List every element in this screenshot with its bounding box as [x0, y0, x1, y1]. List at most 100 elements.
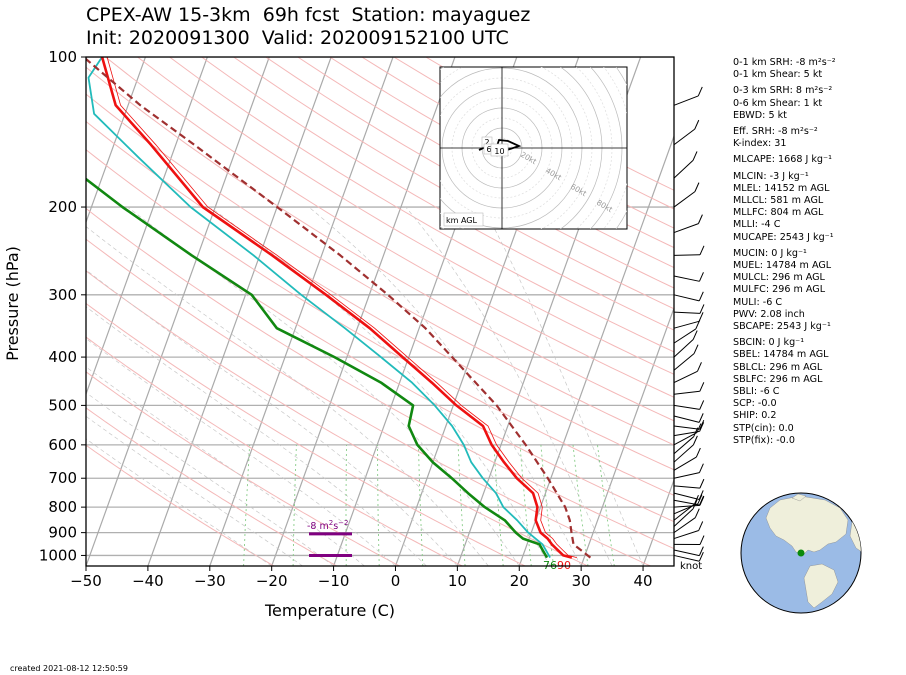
wind-barb: [673, 503, 699, 515]
wind-barb-flag: [694, 119, 700, 130]
wind-barb-flag: [696, 423, 702, 433]
wind-barb: [673, 549, 700, 557]
wind-barb-flag: [698, 463, 704, 473]
mixing-ratio-line: [345, 444, 347, 566]
dry-adiabat: [86, 66, 674, 422]
indices-panel: 0-1 km SRH: -8 m²s⁻² 0-1 km Shear: 5 kt 0-…: [733, 57, 836, 447]
wind-barb: [673, 499, 700, 506]
dry-adiabat: [86, 407, 337, 566]
wind-barb-flag: [697, 214, 703, 224]
hodograph-height-label: 10: [494, 147, 504, 156]
mixing-ratio-line: [377, 444, 380, 566]
wind-barb-flag: [699, 420, 705, 430]
wind-barb-flag: [698, 552, 704, 562]
dry-adiabat: [86, 302, 526, 566]
wind-barb: [673, 472, 700, 479]
isotherm-line: [147, 57, 332, 566]
index-line: SBCAPE: 2543 J kg⁻¹: [733, 321, 831, 333]
wind-barb-flag: [692, 330, 698, 340]
wind-barb: [673, 370, 698, 384]
wind-barb: [673, 517, 696, 534]
wind-barb: [673, 432, 698, 446]
wind-barb: [673, 456, 697, 471]
wind-barb: [673, 404, 700, 410]
wind-barb: [673, 530, 699, 540]
isotherm-line: [86, 57, 147, 224]
wind-barb-flag: [699, 304, 705, 314]
hodograph-unit-label: km AGL: [446, 216, 478, 225]
y-tick-label: 100: [48, 48, 77, 66]
parcel-line: [86, 57, 592, 559]
dry-adiabat: [86, 120, 674, 471]
moist-adiabat: [127, 206, 520, 566]
wind-barb: [673, 554, 700, 562]
moist-adiabat: [86, 415, 303, 566]
dry-adiabat: [86, 238, 651, 566]
wind-barb: [673, 339, 694, 358]
moist-adiabat: [405, 206, 613, 566]
created-timestamp: created 2021-08-12 12:50:59: [10, 664, 128, 673]
hodograph-unit-box: [443, 212, 484, 227]
wind-barb: [673, 436, 694, 455]
isotherm-line: [86, 57, 208, 396]
plot-frame: [85, 56, 675, 567]
wind-barb: [673, 294, 700, 302]
y-tick-label: 200: [48, 198, 77, 216]
wind-barb-flag: [699, 478, 705, 489]
dry-adiabat: [86, 444, 275, 566]
index-line: MUCAPE: 2543 J kg⁻¹: [733, 231, 834, 243]
wind-barb-flag: [694, 508, 700, 518]
y-tick-label: 600: [48, 436, 77, 454]
wind-barb: [673, 430, 700, 437]
index-line: SBLI: -6 C: [733, 386, 780, 398]
wind-barb: [673, 128, 696, 146]
wind-barb: [673, 191, 696, 208]
wind-barb: [673, 504, 700, 508]
wind-barb-flag: [695, 319, 701, 330]
index-line: MUCIN: 0 J kg⁻¹: [733, 247, 807, 259]
dry-adiabat: [297, 57, 674, 269]
wind-barb-flag: [699, 495, 705, 506]
dry-adiabat: [86, 149, 674, 496]
index-line: SCP: -0.0: [733, 398, 777, 410]
wind-barb: [673, 390, 700, 395]
mixing-ratio-line: [519, 444, 532, 566]
x-tick-label: 0: [391, 572, 401, 590]
mixing-ratio-line: [457, 444, 466, 566]
sounding-curves: [86, 57, 592, 559]
index-line: 0-6 km Shear: 1 kt: [733, 97, 823, 109]
dry-adiabat: [265, 57, 674, 289]
wind-barb-flag: [698, 413, 704, 423]
moist-adiabat: [86, 226, 489, 566]
x-tick-label: 30: [572, 572, 591, 590]
hodograph-height-label: 2: [484, 138, 489, 147]
wind-barb-flag: [698, 272, 704, 282]
index-line: 0-1 km Shear: 5 kt: [733, 69, 823, 81]
index-line: MULFC: 296 m AGL: [733, 284, 826, 296]
wind-barb: [673, 508, 694, 527]
chart-title-line-1: CPEX-AW 15-3km 69h fcst Station: mayague…: [86, 4, 531, 26]
background-lines: [86, 57, 674, 566]
wind-barb-flag: [698, 490, 704, 500]
y-tick-label: 300: [48, 286, 77, 304]
srh-label: -8 m2s−2: [307, 519, 349, 532]
index-line: MLLFC: 804 m AGL: [733, 207, 824, 219]
hodograph-height-box: [490, 143, 509, 157]
y-axis-label: Pressure (hPa): [3, 246, 22, 361]
dewpoint-line: [86, 177, 549, 559]
index-line: K-index: 31: [733, 138, 787, 150]
index-line: PWV: 2.08 inch: [733, 308, 805, 320]
dry-adiabat: [86, 336, 463, 566]
x-axis-label: Temperature (C): [264, 601, 395, 620]
dry-adiabat: [201, 57, 674, 331]
wind-barb-flag: [699, 535, 705, 545]
y-tick-label: 500: [48, 396, 77, 414]
wind-barb-flag: [697, 86, 703, 97]
moist-adiabat: [86, 269, 458, 566]
wind-barb: [673, 353, 695, 371]
wind-barb-flag: [692, 435, 698, 446]
isotherm-line: [580, 306, 674, 566]
index-line: SBEL: 14784 m AGL: [733, 349, 829, 361]
wind-barb: [673, 160, 694, 179]
